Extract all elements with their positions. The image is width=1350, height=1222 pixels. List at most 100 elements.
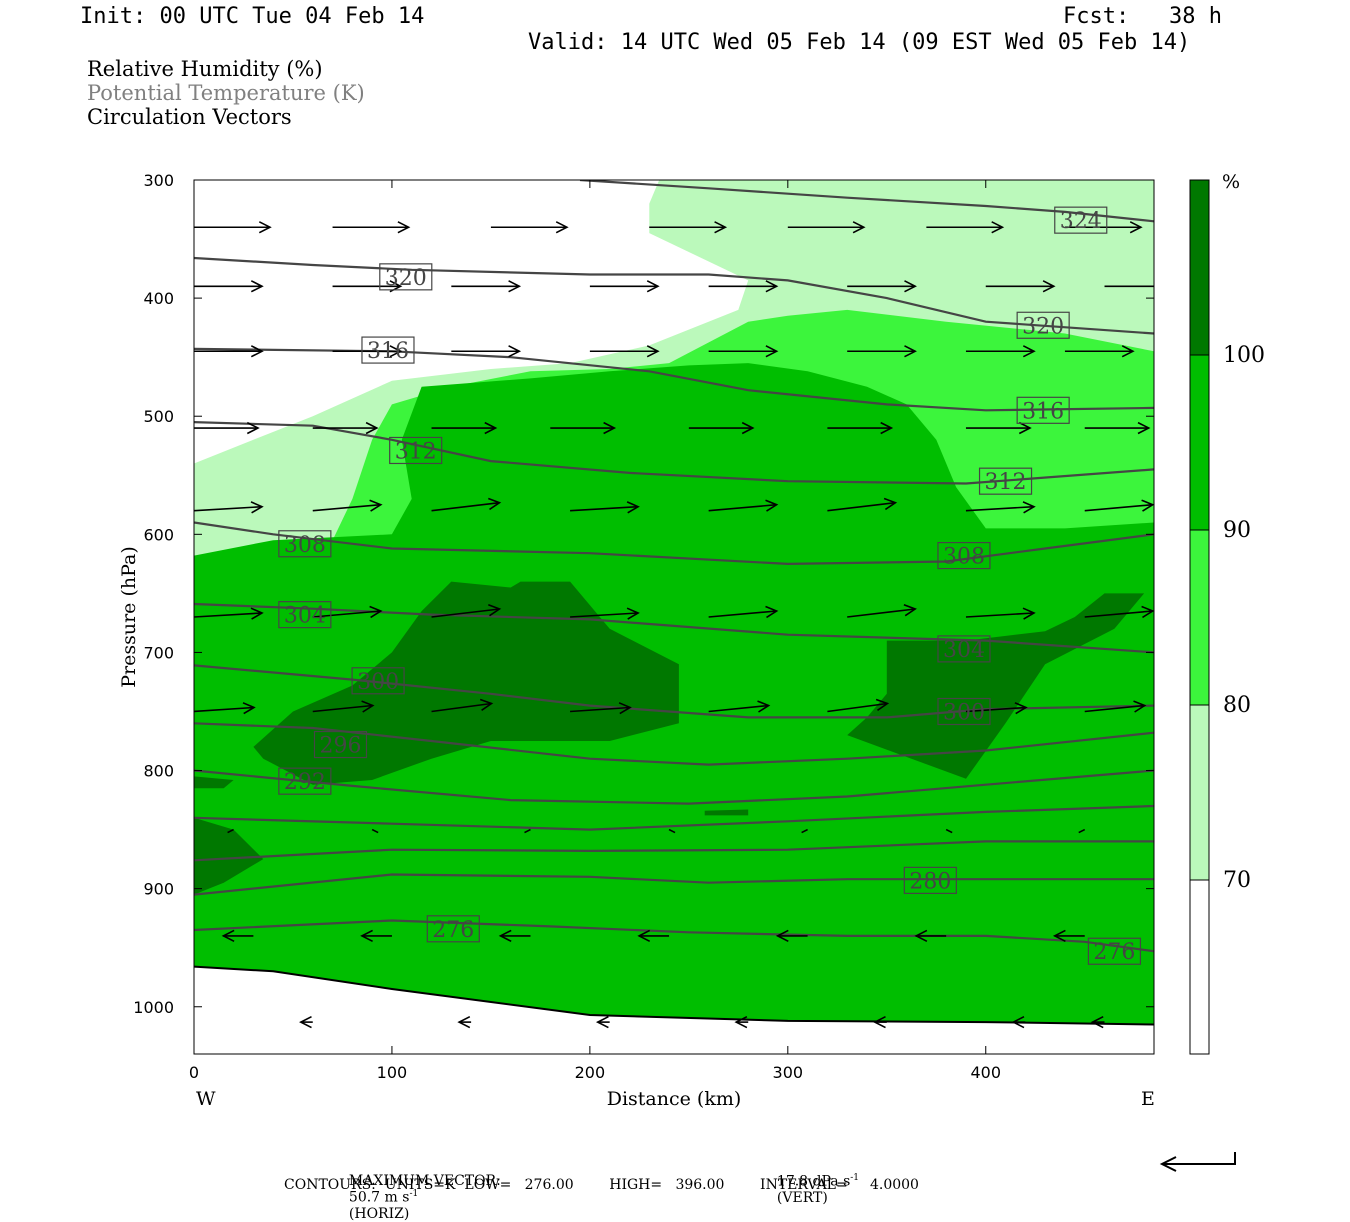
vector-arrow-icon (1064, 221, 1143, 234)
theta-line-296 (194, 722, 1154, 766)
vector-arrow-icon (1104, 285, 1154, 288)
theta-label-text: 292 (284, 770, 326, 795)
vector-arrow-icon (708, 605, 779, 619)
valid-time: Valid: 14 UTC Wed 05 Feb 14 (09 EST Wed … (528, 30, 1191, 55)
vector-arrow-icon (524, 828, 531, 834)
plot-frame (193, 179, 1155, 1055)
vector-arrow-icon (360, 929, 392, 943)
vector-arrow-icon (431, 604, 502, 618)
x-tick-label: 400 (970, 1063, 1001, 1082)
theta-line-276 (194, 919, 1154, 953)
theta-label-box (278, 530, 332, 558)
theta-label-308-7: 308 (278, 530, 332, 558)
theta-label-box (1016, 396, 1070, 424)
theta-label-box (903, 866, 957, 894)
vector-arrow-icon (194, 607, 264, 620)
theta-label-box (978, 467, 1033, 495)
vector-arrow-icon (194, 702, 256, 715)
y-tick-label: 500 (143, 407, 174, 426)
x-tick-label: 200 (575, 1063, 606, 1082)
legend-theta: Potential Temperature (K) (87, 81, 365, 105)
x-tick-label: 100 (377, 1063, 408, 1082)
vert-sup: -1 (850, 1173, 860, 1183)
vector-arrow-icon (827, 497, 898, 512)
forecast-hour: Fcst: 38 h (1063, 4, 1222, 29)
vector-arrow-icon (787, 221, 866, 234)
rh-region-100-east (847, 593, 1145, 779)
vector-arrow-icon (570, 501, 640, 514)
vector-arrow-icon (734, 1015, 749, 1029)
theta-label-box (278, 767, 332, 795)
theta-label-box (1087, 937, 1142, 965)
theta-label-text: 276 (1093, 940, 1135, 965)
vector-arrow-icon (194, 501, 264, 514)
theta-line-288 (194, 804, 1154, 831)
vector-arrow-icon (431, 698, 494, 713)
vector-arrow-icon (194, 421, 260, 435)
colorbar-label-100: 100 (1223, 343, 1265, 368)
vector-arrow-icon (965, 345, 1036, 358)
rh-region-100-sfc (194, 776, 234, 789)
y-tick-label: 600 (143, 525, 174, 544)
theta-label-box (937, 697, 991, 726)
vector-arrow-icon (1084, 605, 1154, 619)
init-time: Init: 00 UTC Tue 04 Feb 14 (80, 4, 425, 29)
vector-arrow-icon (708, 280, 779, 293)
theta-label-text: 296 (319, 734, 361, 759)
theta-label-276-18: 276 (426, 915, 480, 943)
x-east-label: E (1141, 1088, 1155, 1110)
vector-arrow-icon (431, 497, 502, 512)
theta-line-292 (194, 769, 1154, 805)
theta-label-312-5: 312 (389, 436, 443, 464)
y-tick-label: 1000 (133, 998, 174, 1017)
theta-label-292-14: 292 (278, 767, 332, 795)
vector-arrow-icon (965, 421, 1032, 435)
y-tick-label: 900 (143, 880, 174, 899)
vector-arrow-icon (457, 1015, 472, 1029)
theta-label-316-3: 316 (361, 336, 415, 364)
theta-label-box (1054, 206, 1108, 234)
colorbar: % 100 90 80 70 (1189, 171, 1265, 1055)
theta-line-320 (194, 256, 1154, 335)
theta-label-300-12: 300 (937, 697, 991, 726)
vector-arrow-icon (1011, 1015, 1026, 1029)
vector-arrow-icon (1084, 700, 1147, 713)
theta-label-text: 320 (385, 266, 427, 291)
theta-label-text: 316 (367, 339, 409, 364)
colorbar-label-70: 70 (1223, 868, 1251, 893)
theta-label-280-17: 280 (903, 866, 957, 894)
vector-arrow-icon (589, 280, 660, 293)
vector-arrow-icon (1084, 499, 1154, 512)
theta-label-text: 308 (943, 545, 985, 570)
vector-arrow-icon (595, 1015, 610, 1029)
vector-arrow-icon (827, 698, 890, 713)
vector-arrow-icon (332, 345, 403, 358)
theta-line-284 (194, 840, 1154, 862)
vector-arrow-icon (490, 221, 569, 234)
theta-line-324 (579, 180, 1154, 223)
theta-label-text: 308 (284, 533, 326, 558)
vector-arrow-icon (570, 702, 632, 715)
vector-arrow-icon (312, 605, 383, 619)
vector-arrow-icon (1084, 421, 1151, 435)
vector-arrow-icon (312, 499, 383, 512)
vector-arrow-icon (847, 604, 917, 618)
rh-region-100-sw (194, 817, 264, 895)
vector-arrow-icon (649, 221, 728, 234)
y-tick-label: 400 (143, 289, 174, 308)
theta-label-box (313, 730, 368, 759)
colorbar-seg-low (1190, 880, 1209, 1054)
vector-arrow-icon (227, 828, 234, 834)
vert-value: 17.8 dPa s (776, 1173, 851, 1190)
theta-label-320-1: 320 (379, 263, 433, 291)
vector-arrow-icon (451, 280, 522, 293)
theta-label-box (1016, 311, 1070, 339)
theta-label-300-11: 300 (351, 667, 405, 695)
theta-label-text: 316 (1022, 399, 1064, 424)
contour-label-layer: 324 320 320 316 316 312 312 308 308 304 304 300 300 2… (278, 206, 1142, 965)
theta-label-text: 324 (1060, 209, 1102, 234)
legend-rh: Relative Humidity (%) (87, 57, 323, 81)
colorbar-frame (1189, 179, 1210, 1055)
vector-layer (194, 221, 1154, 1029)
colorbar-label-90: 90 (1223, 518, 1251, 543)
